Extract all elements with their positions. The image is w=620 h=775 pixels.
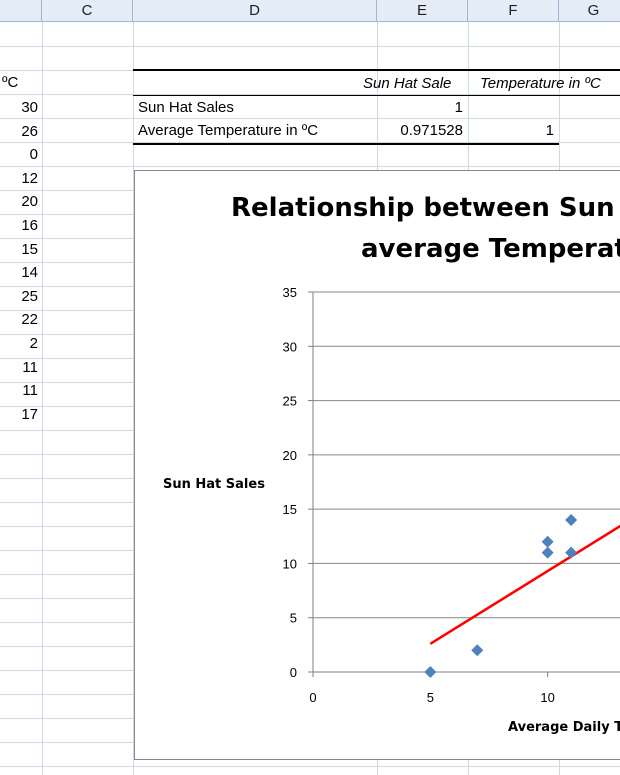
column-header-d[interactable]: D xyxy=(133,0,377,22)
cell-b-header[interactable]: ºC xyxy=(2,74,19,91)
cell-b-value[interactable]: 25 xyxy=(21,287,38,305)
y-tick-label: 5 xyxy=(290,611,297,626)
cell-b-value[interactable]: 2 xyxy=(29,335,38,352)
data-point xyxy=(541,546,554,559)
y-tick-label: 25 xyxy=(283,394,297,409)
y-tick-label: 20 xyxy=(283,448,297,463)
trendline xyxy=(429,524,620,645)
column-header-b[interactable] xyxy=(0,0,42,22)
gridline-horizontal xyxy=(0,94,620,95)
plot-area: 0 5 10 15 20 25 30 35 0 5 10 xyxy=(283,285,620,705)
y-tick-label: 10 xyxy=(283,556,297,571)
row2-f-value[interactable]: 1 xyxy=(545,122,554,139)
table-header-e[interactable]: Sun Hat Sale xyxy=(363,75,452,92)
gridline-horizontal xyxy=(0,46,620,47)
gridline-vertical xyxy=(133,22,134,775)
cell-b-value[interactable]: 0 xyxy=(29,146,38,164)
data-point xyxy=(565,546,578,559)
scatter-chart[interactable]: Relationship between Sun H average Tempe… xyxy=(134,170,620,760)
cell-b-value[interactable]: 15 xyxy=(21,240,38,258)
cell-b-value[interactable]: 17 xyxy=(21,405,38,423)
gridline-horizontal xyxy=(0,118,620,119)
x-axis-title: Average Daily T xyxy=(508,720,620,735)
row2-e-value[interactable]: 0.971528 xyxy=(400,122,463,139)
y-axis-title: Sun Hat Sales xyxy=(163,477,265,492)
x-tick-label: 0 xyxy=(309,690,316,705)
chart-title-line1: Relationship between Sun H xyxy=(231,193,620,223)
gridline-horizontal xyxy=(0,142,620,143)
cell-b-value[interactable]: 11 xyxy=(22,358,38,376)
table-header-border xyxy=(133,95,620,96)
cell-b-value[interactable]: 14 xyxy=(21,264,38,282)
y-tick-label: 0 xyxy=(290,665,297,680)
table-header-f[interactable]: Temperature in ºC xyxy=(480,75,601,92)
data-point xyxy=(541,535,554,548)
gridline-vertical xyxy=(42,22,43,775)
data-point xyxy=(471,644,484,657)
column-header-c[interactable]: C xyxy=(42,0,133,22)
cell-b-value[interactable]: 20 xyxy=(21,193,38,211)
chart-canvas: Relationship between Sun H average Tempe… xyxy=(163,193,620,735)
y-tick-label: 30 xyxy=(283,339,297,354)
row1-label[interactable]: Sun Hat Sales xyxy=(138,99,234,116)
data-point xyxy=(565,514,578,526)
column-header-g[interactable]: G xyxy=(559,0,620,22)
table-top-border xyxy=(133,69,620,71)
x-tick-label: 10 xyxy=(540,690,554,705)
y-tick-label: 15 xyxy=(283,502,297,517)
row1-e-value[interactable]: 1 xyxy=(454,99,463,116)
row2-label[interactable]: Average Temperature in ºC xyxy=(138,122,319,139)
data-point xyxy=(424,666,437,678)
cell-b-value[interactable]: 12 xyxy=(21,169,38,187)
chart-title-line2: average Temperatu xyxy=(361,234,620,264)
cell-b-value[interactable]: 26 xyxy=(21,122,38,140)
x-tick-label: 5 xyxy=(427,690,434,705)
column-header-f[interactable]: F xyxy=(468,0,559,22)
gridline-horizontal xyxy=(0,166,620,167)
cell-b-value[interactable]: 16 xyxy=(21,217,38,234)
table-bottom-border xyxy=(133,143,559,145)
y-tick-label: 35 xyxy=(283,285,297,300)
cell-b-value[interactable]: 22 xyxy=(21,311,38,329)
cell-b-value[interactable]: 11 xyxy=(22,382,38,400)
column-header-e[interactable]: E xyxy=(377,0,468,22)
gridline-horizontal xyxy=(0,766,620,767)
cell-b-value[interactable]: 30 xyxy=(21,99,38,116)
